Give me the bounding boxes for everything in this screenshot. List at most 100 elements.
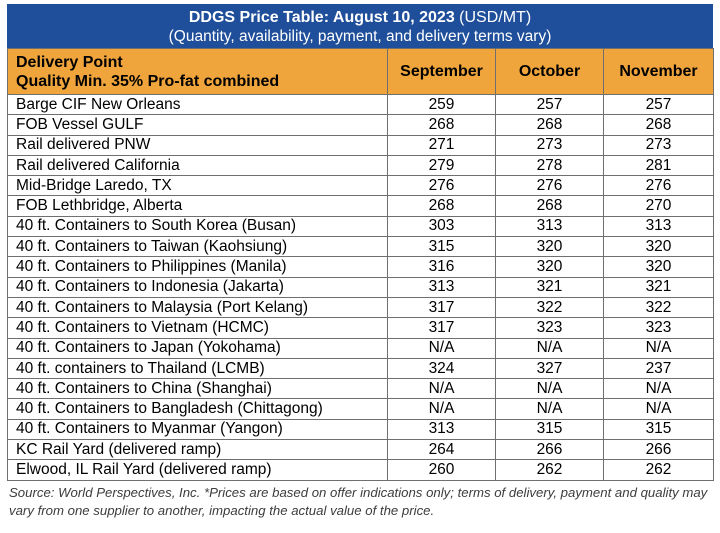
september-price-cell: 303 bbox=[387, 215, 496, 238]
table-row: FOB Lethbridge, Alberta 268 268 270 bbox=[7, 195, 714, 217]
october-price-cell: N/A bbox=[495, 337, 604, 359]
price-table-container: DDGS Price Table: August 10, 2023 (USD/M… bbox=[7, 4, 714, 520]
september-price-cell: 268 bbox=[387, 195, 496, 217]
delivery-point-cell: 40 ft. Containers to China (Shanghai) bbox=[7, 378, 388, 400]
november-price-cell: 323 bbox=[603, 317, 714, 339]
table-row: 40 ft. Containers to Malaysia (Port Kela… bbox=[7, 296, 714, 319]
header-november: November bbox=[603, 48, 714, 95]
september-price-cell: 317 bbox=[387, 296, 496, 319]
october-price-cell: 322 bbox=[495, 296, 604, 319]
september-price-cell: 279 bbox=[387, 154, 496, 177]
november-price-cell: N/A bbox=[603, 398, 714, 420]
september-price-cell: N/A bbox=[387, 337, 496, 359]
delivery-point-cell: 40 ft. Containers to Taiwan (Kaohsiung) bbox=[7, 236, 388, 258]
header-delivery-point-label: Delivery Point bbox=[16, 53, 123, 71]
table-row: Mid-Bridge Laredo, TX 276 276 276 bbox=[7, 175, 714, 197]
october-price-cell: 320 bbox=[495, 236, 604, 258]
table-title: DDGS Price Table: August 10, 2023 (USD/M… bbox=[8, 9, 712, 27]
delivery-point-cell: 40 ft. Containers to Philippines (Manila… bbox=[7, 256, 388, 278]
october-price-cell: 313 bbox=[495, 215, 604, 238]
september-price-cell: 268 bbox=[387, 114, 496, 136]
november-price-cell: 320 bbox=[603, 256, 714, 278]
november-price-cell: 273 bbox=[603, 134, 714, 156]
table-row: Elwood, IL Rail Yard (delivered ramp) 260… bbox=[7, 459, 714, 481]
september-price-cell: 316 bbox=[387, 256, 496, 278]
table-row: Rail delivered California 279 278 281 bbox=[7, 154, 714, 177]
september-price-cell: 313 bbox=[387, 418, 496, 441]
ddgs-price-table: Delivery Point Quality Min. 35% Pro-fat … bbox=[7, 48, 714, 481]
table-row: 40 ft. Containers to China (Shanghai) N/A… bbox=[7, 378, 714, 400]
october-price-cell: 262 bbox=[495, 459, 604, 481]
november-price-cell: 321 bbox=[603, 276, 714, 298]
november-price-cell: 315 bbox=[603, 418, 714, 441]
table-row: 40 ft. Containers to South Korea (Busan)… bbox=[7, 215, 714, 238]
table-row: 40 ft. Containers to Philippines (Manila… bbox=[7, 256, 714, 278]
delivery-point-cell: 40 ft. Containers to Japan (Yokohama) bbox=[7, 337, 388, 359]
delivery-point-cell: KC Rail Yard (delivered ramp) bbox=[7, 439, 388, 461]
october-price-cell: 278 bbox=[495, 154, 604, 177]
november-price-cell: 281 bbox=[603, 154, 714, 177]
table-row: 40 ft. containers to Thailand (LCMB) 324 3… bbox=[7, 357, 714, 380]
october-price-cell: 320 bbox=[495, 256, 604, 278]
september-price-cell: 259 bbox=[387, 93, 496, 116]
october-price-cell: 323 bbox=[495, 317, 604, 339]
table-row: 40 ft. Containers to Japan (Yokohama) N/A… bbox=[7, 337, 714, 359]
october-price-cell: 266 bbox=[495, 439, 604, 461]
september-price-cell: 271 bbox=[387, 134, 496, 156]
september-price-cell: 317 bbox=[387, 317, 496, 339]
delivery-point-cell: 40 ft. Containers to Myanmar (Yangon) bbox=[7, 418, 388, 441]
september-price-cell: 315 bbox=[387, 236, 496, 258]
header-delivery-point: Delivery Point Quality Min. 35% Pro-fat … bbox=[7, 48, 388, 95]
header-october: October bbox=[495, 48, 604, 95]
november-price-cell: 262 bbox=[603, 459, 714, 481]
september-price-cell: 260 bbox=[387, 459, 496, 481]
delivery-point-cell: Mid-Bridge Laredo, TX bbox=[7, 175, 388, 197]
october-price-cell: N/A bbox=[495, 378, 604, 400]
september-price-cell: 264 bbox=[387, 439, 496, 461]
october-price-cell: 321 bbox=[495, 276, 604, 298]
november-price-cell: 313 bbox=[603, 215, 714, 238]
delivery-point-cell: 40 ft. Containers to Indonesia (Jakarta) bbox=[7, 276, 388, 298]
delivery-point-cell: FOB Lethbridge, Alberta bbox=[7, 195, 388, 217]
november-price-cell: 320 bbox=[603, 236, 714, 258]
october-price-cell: 257 bbox=[495, 93, 604, 116]
source-note: Source: World Perspectives, Inc. *Prices… bbox=[9, 484, 708, 518]
table-row: KC Rail Yard (delivered ramp) 264 266 266 bbox=[7, 439, 714, 461]
table-row: 40 ft. Containers to Taiwan (Kaohsiung) 3… bbox=[7, 236, 714, 258]
table-title-bold: DDGS Price Table: August 10, 2023 bbox=[188, 9, 455, 26]
header-row: Delivery Point Quality Min. 35% Pro-fat … bbox=[7, 48, 714, 95]
delivery-point-cell: Rail delivered PNW bbox=[7, 134, 388, 156]
october-price-cell: 276 bbox=[495, 175, 604, 197]
september-price-cell: 313 bbox=[387, 276, 496, 298]
table-row: 40 ft. Containers to Myanmar (Yangon) 313… bbox=[7, 418, 714, 441]
header-quality-label: Quality Min. 35% Pro-fat combined bbox=[16, 72, 280, 90]
november-price-cell: 266 bbox=[603, 439, 714, 461]
october-price-cell: 268 bbox=[495, 114, 604, 136]
october-price-cell: N/A bbox=[495, 398, 604, 420]
header-september: September bbox=[387, 48, 496, 95]
delivery-point-cell: 40 ft. Containers to Vietnam (HCMC) bbox=[7, 317, 388, 339]
september-price-cell: 276 bbox=[387, 175, 496, 197]
table-title-unit: (USD/MT) bbox=[454, 9, 532, 26]
table-row: Barge CIF New Orleans 259 257 257 bbox=[7, 93, 714, 116]
table-subtitle: (Quantity, availability, payment, and de… bbox=[168, 28, 552, 45]
table-row: 40 ft. Containers to Bangladesh (Chittag… bbox=[7, 398, 714, 420]
delivery-point-cell: FOB Vessel GULF bbox=[7, 114, 388, 136]
october-price-cell: 273 bbox=[495, 134, 604, 156]
delivery-point-cell: Barge CIF New Orleans bbox=[7, 93, 388, 116]
november-price-cell: 322 bbox=[603, 296, 714, 319]
november-price-cell: 237 bbox=[603, 357, 714, 380]
table-title-banner: DDGS Price Table: August 10, 2023 (USD/M… bbox=[7, 4, 713, 48]
november-price-cell: 257 bbox=[603, 93, 714, 116]
november-price-cell: 268 bbox=[603, 114, 714, 136]
november-price-cell: 270 bbox=[603, 195, 714, 217]
october-price-cell: 268 bbox=[495, 195, 604, 217]
november-price-cell: N/A bbox=[603, 378, 714, 400]
delivery-point-cell: 40 ft. Containers to Malaysia (Port Kela… bbox=[7, 296, 388, 319]
delivery-point-cell: Elwood, IL Rail Yard (delivered ramp) bbox=[7, 459, 388, 481]
september-price-cell: 324 bbox=[387, 357, 496, 380]
table-row: FOB Vessel GULF 268 268 268 bbox=[7, 114, 714, 136]
delivery-point-cell: 40 ft. Containers to South Korea (Busan) bbox=[7, 215, 388, 238]
october-price-cell: 315 bbox=[495, 418, 604, 441]
delivery-point-cell: 40 ft. Containers to Bangladesh (Chittag… bbox=[7, 398, 388, 420]
